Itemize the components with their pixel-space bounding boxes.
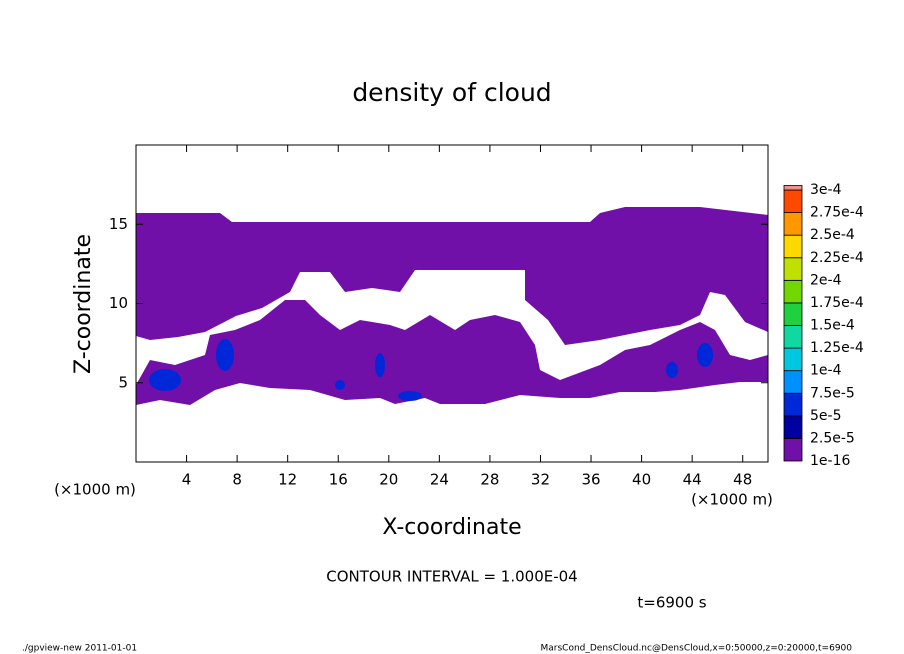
x-tick-label: 12 — [278, 471, 297, 489]
x-axis-label: X-coordinate — [382, 515, 521, 540]
chart-title: density of cloud — [352, 78, 551, 107]
cloud-region — [136, 300, 768, 405]
colorbar-box — [783, 189, 803, 213]
colorbar-label: 2.5e-5 — [810, 430, 855, 446]
colorbar-label: 1.25e-4 — [810, 340, 864, 356]
x-tick-label: 36 — [581, 471, 600, 489]
x-tick-label: 24 — [430, 471, 449, 489]
cloud-core — [216, 339, 234, 371]
colorbar-label: 1e-16 — [810, 453, 850, 469]
cloud-core — [375, 353, 385, 377]
cloud-core — [335, 380, 345, 390]
colorbar-box — [783, 347, 803, 372]
x-tick-label: 16 — [329, 471, 348, 489]
colorbar-label: 2e-4 — [810, 272, 842, 288]
x-tick-label: 48 — [733, 471, 752, 489]
y-tick-label: 5 — [118, 373, 128, 391]
y-tick-label: 10 — [109, 294, 128, 312]
cloud-core — [149, 369, 181, 391]
x-tick-label: 32 — [531, 471, 550, 489]
colorbar-label: 2.75e-4 — [810, 205, 864, 221]
colorbar-box — [783, 325, 803, 349]
colorbar-box — [783, 302, 803, 326]
cloud-core — [398, 391, 422, 401]
colorbar-label: 1e-4 — [810, 363, 842, 379]
cloud-region — [136, 207, 768, 345]
x-tick-label: 8 — [232, 471, 242, 489]
cloud-core — [666, 362, 678, 378]
colorbar-label: 2.25e-4 — [810, 250, 864, 266]
colorbar-box — [783, 392, 803, 417]
footer-right: MarsCond_DensCloud.nc@DensCloud,x=0:5000… — [541, 644, 853, 654]
colorbar-label: 5e-5 — [810, 408, 841, 424]
y-unit: (×1000 m) — [691, 491, 773, 509]
colorbar-label: 3e-4 — [810, 182, 842, 198]
y-axis-label: Z-coordinate — [71, 234, 96, 374]
colorbar-label: 2.5e-4 — [810, 227, 855, 243]
colorbar-label: 1.5e-4 — [810, 318, 855, 334]
x-tick-label: 40 — [632, 471, 651, 489]
colorbar-box — [783, 415, 803, 439]
colorbar-label: 1.75e-4 — [810, 295, 864, 311]
footer-left: ./gpview-new 2011-01-01 — [22, 644, 137, 654]
time-label: t=6900 s — [637, 594, 706, 612]
colorbar-box — [783, 185, 803, 191]
colorbar-box — [783, 234, 803, 259]
x-tick-label: 28 — [480, 471, 499, 489]
x-tick-label: 20 — [379, 471, 398, 489]
colorbar-box — [783, 438, 803, 462]
x-tick-label: 44 — [683, 471, 702, 489]
contour-interval: CONTOUR INTERVAL = 1.000E-04 — [326, 568, 577, 586]
cloud-core — [697, 343, 713, 367]
y-tick-label: 15 — [109, 215, 128, 233]
colorbar-box — [783, 257, 803, 281]
colorbar-box — [783, 279, 803, 304]
contour-field — [136, 207, 768, 405]
x-tick-label: 4 — [182, 471, 192, 489]
colorbar-box — [783, 370, 803, 394]
colorbar-box — [783, 212, 803, 236]
x-unit: (×1000 m) — [54, 481, 136, 499]
colorbar-label: 7.5e-5 — [810, 385, 855, 401]
